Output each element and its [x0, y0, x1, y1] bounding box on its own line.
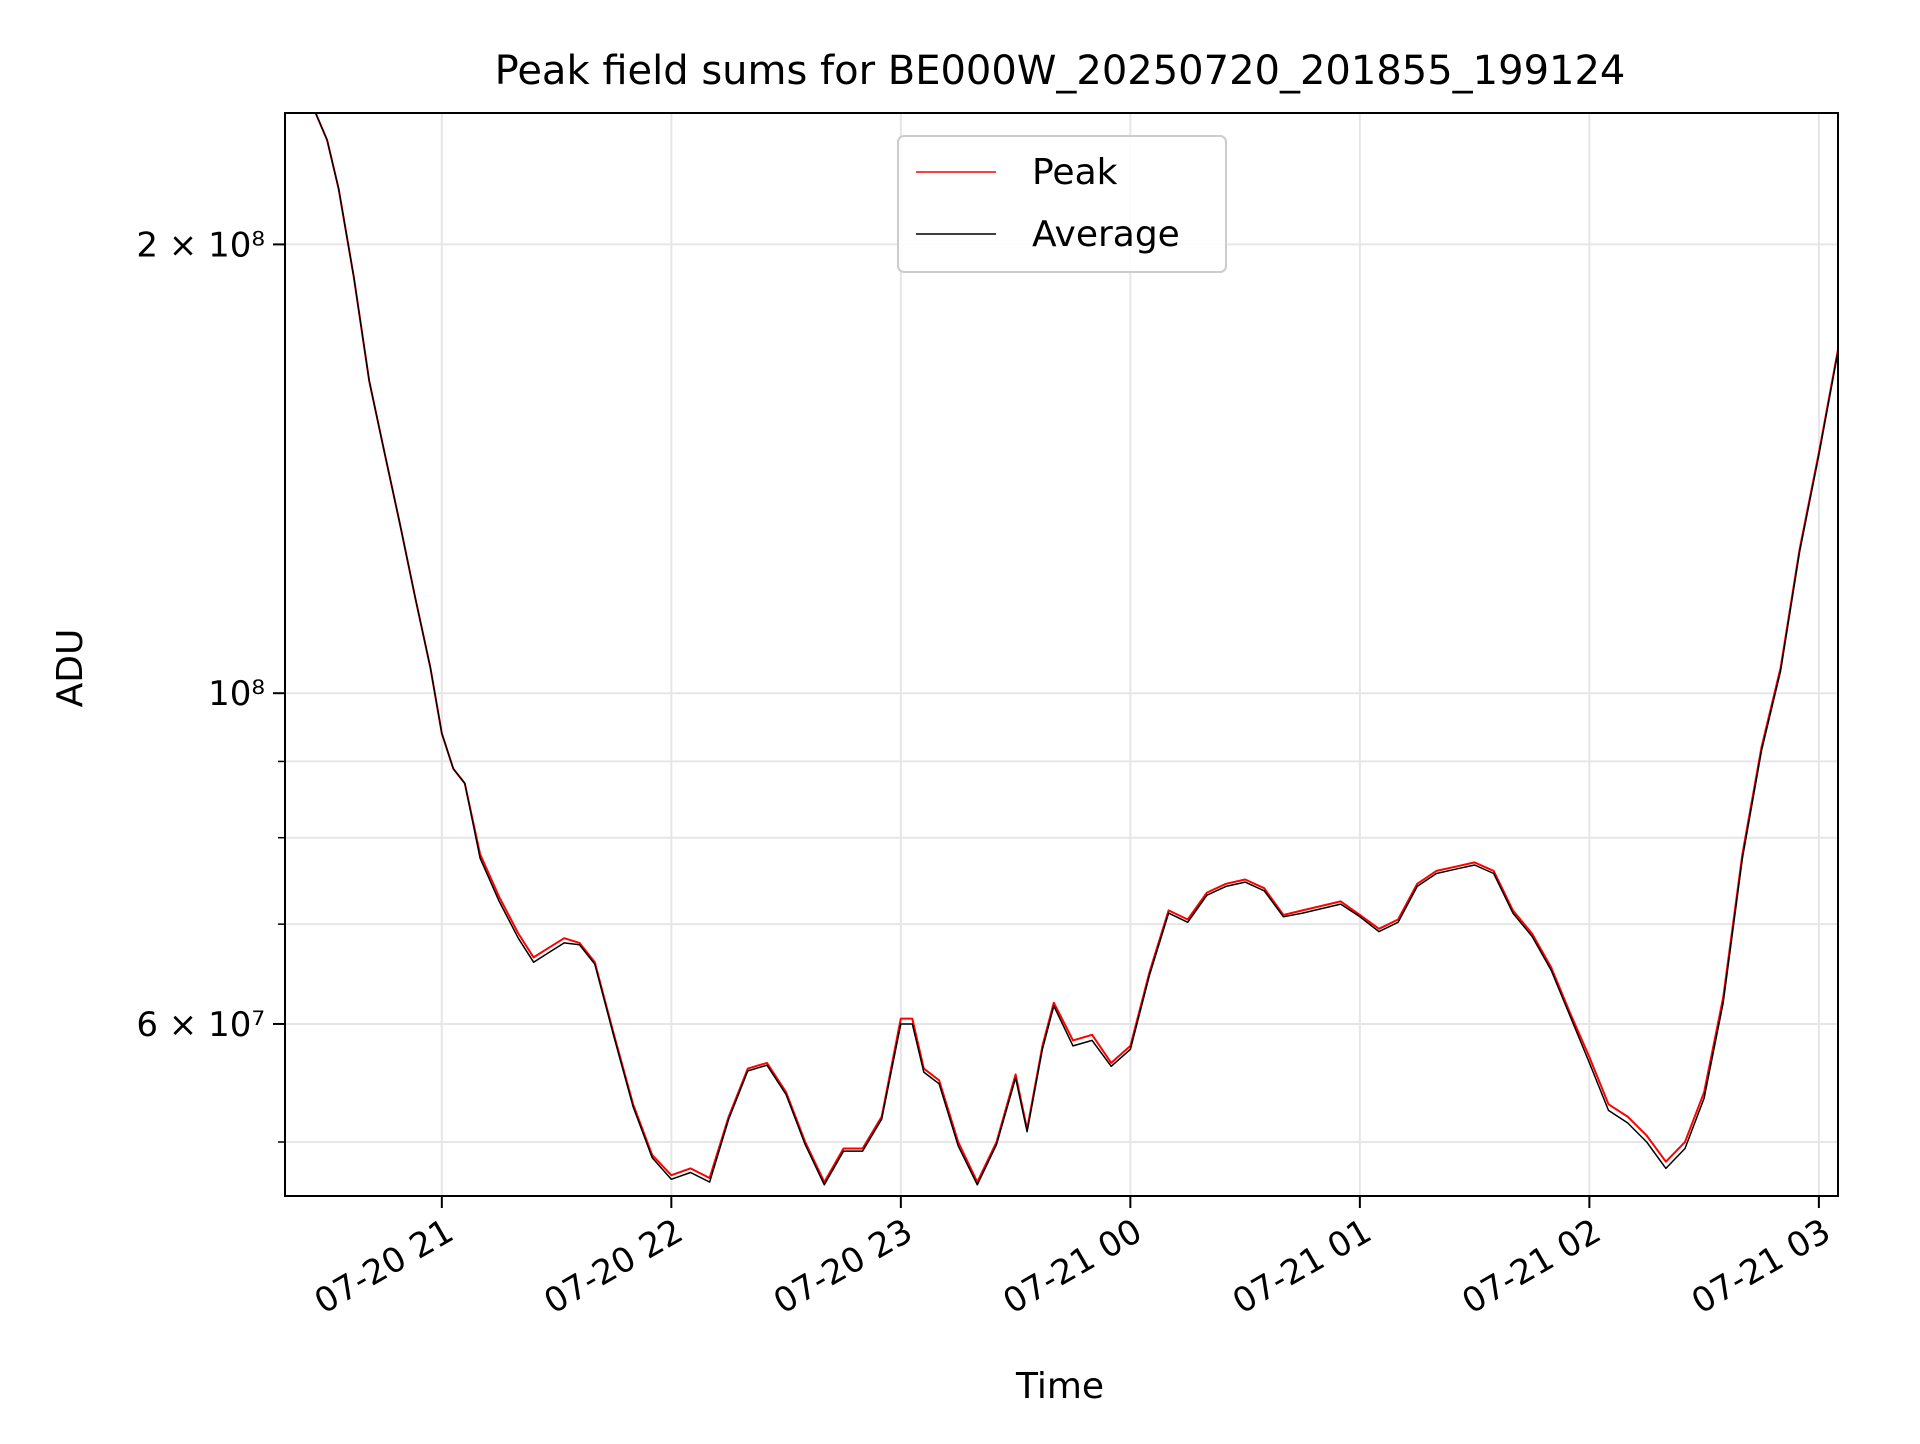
legend: Peak Average: [897, 135, 1227, 273]
chart-title: Peak field sums for BE000W_20250720_2018…: [495, 48, 1626, 94]
legend-label-peak: Peak: [1032, 152, 1118, 193]
y-tick-label: 6 × 10⁷: [136, 1005, 265, 1045]
y-axis-label: ADU: [50, 629, 91, 708]
series-line-average: [314, 113, 1838, 1186]
plot-frame: [284, 112, 1839, 1197]
grid-layer: [285, 113, 1838, 1196]
y-tick-label: 2 × 10⁸: [136, 225, 265, 265]
x-axis-label: Time: [1015, 1366, 1104, 1407]
series-layer: [314, 113, 1838, 1186]
legend-box: [897, 135, 1227, 273]
legend-label-average: Average: [1032, 214, 1180, 255]
y-tick-label: 10⁸: [208, 674, 265, 714]
